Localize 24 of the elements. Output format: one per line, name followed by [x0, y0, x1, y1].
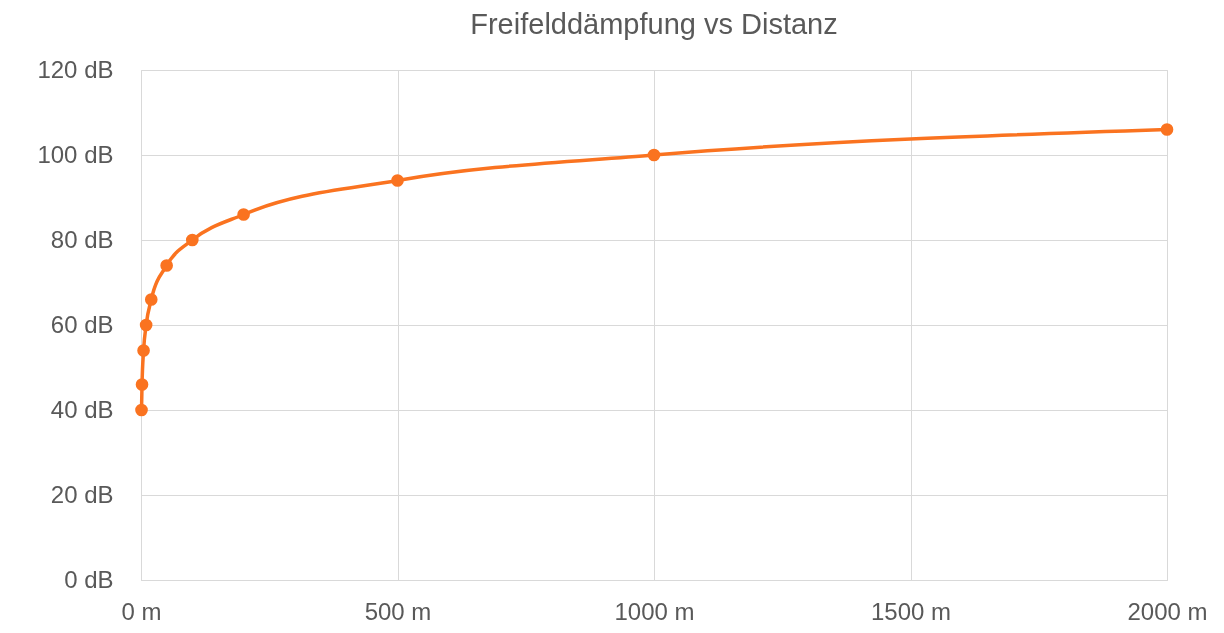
- point: [135, 403, 148, 417]
- x-tick-label: 500 m: [364, 597, 432, 625]
- y-tick-label: 0 dB: [64, 565, 114, 593]
- point: [647, 148, 661, 162]
- y-tick-label: 20 dB: [50, 480, 114, 508]
- point: [137, 344, 150, 357]
- x-tick-label: 0 m: [121, 597, 162, 625]
- y-tick-label: 120 dB: [37, 55, 114, 83]
- point: [135, 378, 149, 391]
- x-tick-label: 1500 m: [870, 597, 952, 625]
- point: [1160, 123, 1174, 136]
- x-tick-label: 1000 m: [614, 597, 695, 625]
- y-tick-label: 60 dB: [50, 310, 114, 338]
- x-tick-label: 2000 m: [1127, 597, 1208, 625]
- point: [160, 259, 173, 272]
- y-tick-label: 40 dB: [50, 395, 114, 423]
- point: [391, 174, 404, 187]
- point: [237, 208, 250, 221]
- point: [144, 293, 158, 306]
- point: [139, 318, 153, 332]
- y-tick-label: 100 dB: [37, 140, 114, 168]
- y-tick-label: 80 dB: [50, 225, 114, 253]
- point: [185, 233, 199, 247]
- chart-title: Freifelddämpfung vs Distanz: [470, 8, 838, 40]
